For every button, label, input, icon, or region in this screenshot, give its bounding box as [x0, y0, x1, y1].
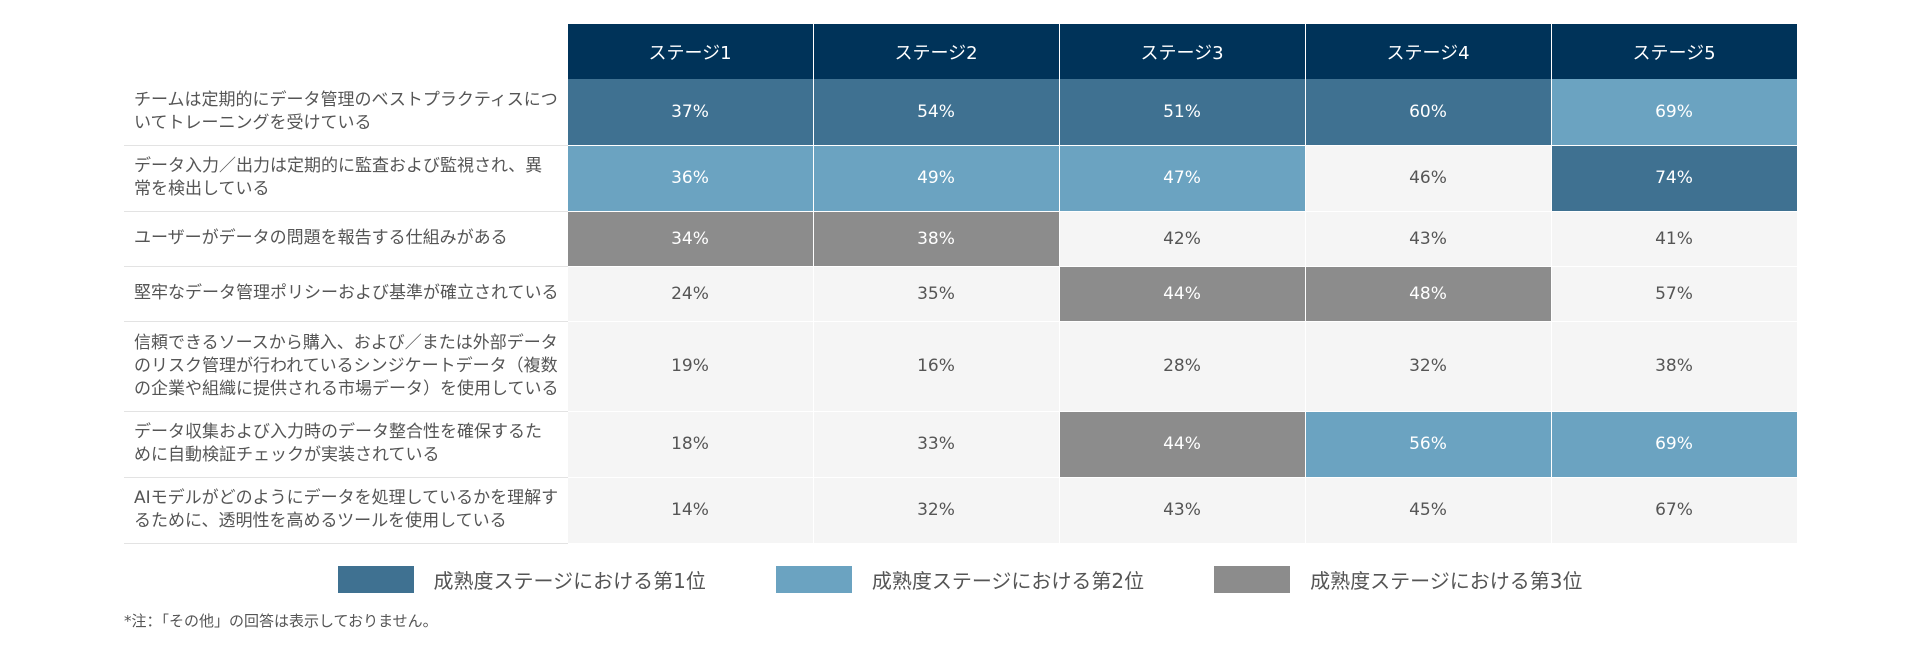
data-cell: 42%	[1058, 211, 1306, 267]
data-cell: 14%	[566, 477, 814, 544]
data-cell: 38%	[1550, 321, 1798, 412]
data-cell: 32%	[812, 477, 1060, 544]
column-header-stage-3: ステージ3	[1058, 24, 1306, 79]
table-row: AIモデルがどのようにデータを処理しているかを理解するために、透明性を高めるツー…	[124, 477, 1798, 544]
data-cell: 41%	[1550, 211, 1798, 267]
data-cell: 44%	[1058, 411, 1306, 478]
row-label: ユーザーがデータの問題を報告する仕組みがある	[124, 211, 567, 267]
column-header-stage-2: ステージ2	[812, 24, 1060, 79]
data-cell: 16%	[812, 321, 1060, 412]
row-label: AIモデルがどのようにデータを処理しているかを理解するために、透明性を高めるツー…	[124, 477, 567, 544]
data-cell: 43%	[1304, 211, 1552, 267]
legend-item-rank-2: 成熟度ステージにおける第2位	[775, 565, 1145, 594]
legend-label-rank-3: 成熟度ステージにおける第3位	[1310, 569, 1583, 593]
data-cell: 67%	[1550, 477, 1798, 544]
table-row: ユーザーがデータの問題を報告する仕組みがある 34% 38% 42% 43% 4…	[124, 211, 1798, 267]
table-row: 堅牢なデータ管理ポリシーおよび基準が確立されている 24% 35% 44% 48…	[124, 266, 1798, 322]
data-cell: 37%	[566, 79, 814, 146]
data-cell: 38%	[812, 211, 1060, 267]
data-cell: 47%	[1058, 145, 1306, 212]
data-cell: 56%	[1304, 411, 1552, 478]
data-cell: 54%	[812, 79, 1060, 146]
data-cell: 35%	[812, 266, 1060, 322]
legend-swatch-rank-2	[775, 566, 852, 593]
data-cell: 60%	[1304, 79, 1552, 146]
corner-cell	[124, 24, 567, 79]
data-cell: 51%	[1058, 79, 1306, 146]
row-label: 信頼できるソースから購入、および／または外部データのリスク管理が行われているシン…	[124, 321, 567, 412]
row-label: 堅牢なデータ管理ポリシーおよび基準が確立されている	[124, 266, 567, 322]
row-label: チームは定期的にデータ管理のベストプラクティスについてトレーニングを受けている	[124, 79, 567, 146]
data-cell: 46%	[1304, 145, 1552, 212]
data-cell: 18%	[566, 411, 814, 478]
data-cell: 33%	[812, 411, 1060, 478]
footnote: *注：「その他」の回答は表示しておりません。	[124, 612, 438, 630]
data-cell: 57%	[1550, 266, 1798, 322]
legend-label-rank-1: 成熟度ステージにおける第1位	[433, 569, 706, 593]
row-label: データ収集および入力時のデータ整合性を確保するために自動検証チェックが実装されて…	[124, 411, 567, 478]
data-cell: 36%	[566, 145, 814, 212]
column-header-stage-4: ステージ4	[1304, 24, 1552, 79]
legend-label-rank-2: 成熟度ステージにおける第2位	[871, 569, 1145, 593]
data-cell: 19%	[566, 321, 814, 412]
column-header-stage-5: ステージ5	[1550, 24, 1798, 79]
legend: 成熟度ステージにおける第1位 成熟度ステージにおける第2位 成熟度ステージにおけ…	[0, 565, 1920, 594]
data-cell: 44%	[1058, 266, 1306, 322]
data-cell: 34%	[566, 211, 814, 267]
heatmap-table: ステージ1 ステージ2 ステージ3 ステージ4 ステージ5 チームは定期的にデー…	[124, 24, 1798, 544]
table-row: チームは定期的にデータ管理のベストプラクティスについてトレーニングを受けている …	[124, 79, 1798, 146]
data-cell: 28%	[1058, 321, 1306, 412]
data-cell: 32%	[1304, 321, 1552, 412]
header-row: ステージ1 ステージ2 ステージ3 ステージ4 ステージ5	[124, 24, 1798, 79]
data-cell: 45%	[1304, 477, 1552, 544]
legend-item-rank-3: 成熟度ステージにおける第3位	[1214, 565, 1582, 594]
data-cell: 43%	[1058, 477, 1306, 544]
table-row: データ入力／出力は定期的に監査および監視され、異常を検出している 36% 49%…	[124, 145, 1798, 212]
data-cell: 48%	[1304, 266, 1552, 322]
data-cell: 49%	[812, 145, 1060, 212]
data-cell: 69%	[1550, 79, 1798, 146]
table-row: データ収集および入力時のデータ整合性を確保するために自動検証チェックが実装されて…	[124, 411, 1798, 478]
legend-item-rank-1: 成熟度ステージにおける第1位	[337, 565, 706, 594]
data-cell: 74%	[1550, 145, 1798, 212]
column-header-stage-1: ステージ1	[566, 24, 814, 79]
table-row: 信頼できるソースから購入、および／または外部データのリスク管理が行われているシン…	[124, 321, 1798, 412]
row-label: データ入力／出力は定期的に監査および監視され、異常を検出している	[124, 145, 567, 212]
data-cell: 69%	[1550, 411, 1798, 478]
legend-swatch-rank-3	[1214, 566, 1291, 593]
legend-swatch-rank-1	[337, 566, 414, 593]
data-cell: 24%	[566, 266, 814, 322]
